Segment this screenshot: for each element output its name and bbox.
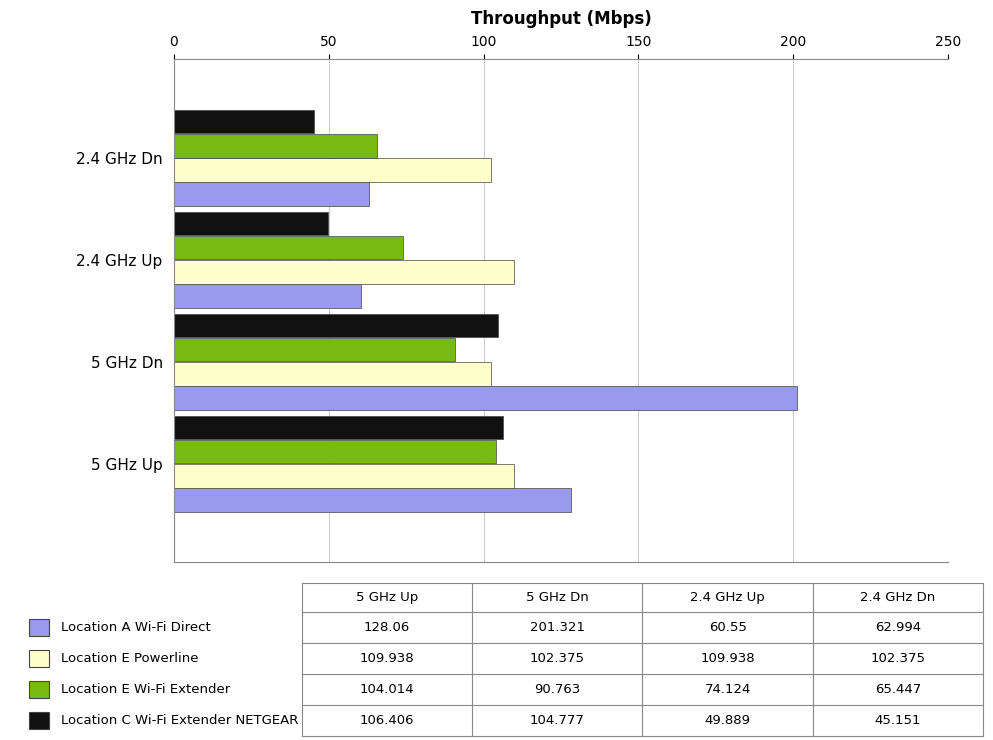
- Text: 2.4 GHz Dn: 2.4 GHz Dn: [860, 591, 935, 604]
- Bar: [174, 212, 329, 235]
- Bar: [174, 158, 491, 182]
- Text: Location E Wi-Fi Extender: Location E Wi-Fi Extender: [61, 683, 229, 696]
- Bar: [174, 183, 369, 206]
- Text: 62.994: 62.994: [875, 621, 921, 634]
- Text: 60.55: 60.55: [709, 621, 747, 634]
- Bar: [30, 619, 49, 636]
- Bar: [174, 416, 503, 439]
- Text: 49.889: 49.889: [705, 714, 751, 727]
- Bar: [174, 284, 361, 308]
- Bar: [174, 440, 496, 463]
- Bar: [174, 338, 455, 361]
- Text: Location C Wi-Fi Extender NETGEAR: Location C Wi-Fi Extender NETGEAR: [61, 714, 298, 727]
- Bar: [30, 712, 49, 729]
- X-axis label: Throughput (Mbps): Throughput (Mbps): [471, 10, 651, 28]
- Bar: [174, 260, 514, 283]
- Text: 65.447: 65.447: [875, 683, 922, 696]
- Bar: [174, 464, 514, 488]
- Text: 5 GHz Dn: 5 GHz Dn: [526, 591, 589, 604]
- Bar: [30, 650, 49, 667]
- Text: 102.375: 102.375: [871, 652, 925, 665]
- Text: 102.375: 102.375: [530, 652, 585, 665]
- Text: Location A Wi-Fi Direct: Location A Wi-Fi Direct: [61, 621, 211, 634]
- Text: 104.777: 104.777: [530, 714, 585, 727]
- Bar: [174, 362, 491, 386]
- Bar: [174, 110, 314, 133]
- Text: 5 GHz Up: 5 GHz Up: [355, 591, 418, 604]
- Text: 109.938: 109.938: [359, 652, 414, 665]
- Bar: [174, 386, 797, 410]
- Text: 201.321: 201.321: [530, 621, 585, 634]
- Bar: [174, 236, 403, 260]
- Text: 109.938: 109.938: [700, 652, 755, 665]
- Text: 45.151: 45.151: [875, 714, 922, 727]
- Text: Location E Powerline: Location E Powerline: [61, 652, 198, 665]
- Text: 106.406: 106.406: [359, 714, 414, 727]
- Text: 74.124: 74.124: [704, 683, 751, 696]
- Text: 128.06: 128.06: [363, 621, 410, 634]
- Bar: [174, 314, 498, 337]
- Text: 90.763: 90.763: [534, 683, 581, 696]
- Text: 2.4 GHz Up: 2.4 GHz Up: [690, 591, 765, 604]
- Bar: [174, 488, 571, 512]
- Text: 104.014: 104.014: [359, 683, 414, 696]
- Bar: [174, 134, 376, 158]
- Bar: [30, 681, 49, 698]
